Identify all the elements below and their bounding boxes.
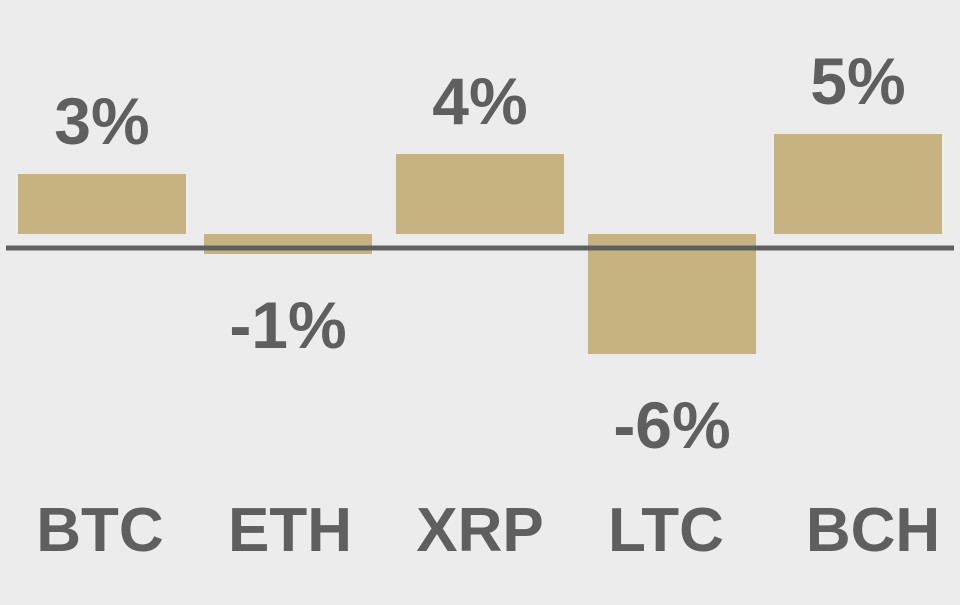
value-label-bch: 5% [810,44,905,118]
category-label-xrp: XRP [416,496,543,565]
value-labels-layer: 3% -1% 4% -6% 5% [54,44,905,462]
bar-xrp [396,154,564,234]
value-label-ltc: -6% [613,388,730,462]
category-label-eth: ETH [228,496,352,565]
bar-btc [18,174,186,234]
value-label-btc: 3% [54,84,149,158]
category-label-btc: BTC [36,496,163,565]
category-label-bch: BCH [806,496,940,565]
bar-bch [774,134,942,234]
category-labels-layer: BTC ETH XRP LTC BCH [36,496,940,565]
value-label-xrp: 4% [432,64,527,138]
value-label-eth: -1% [229,288,346,362]
bar-ltc [588,234,756,354]
bar-eth [204,234,372,254]
bars-layer [18,134,942,354]
category-label-ltc: LTC [608,496,724,565]
